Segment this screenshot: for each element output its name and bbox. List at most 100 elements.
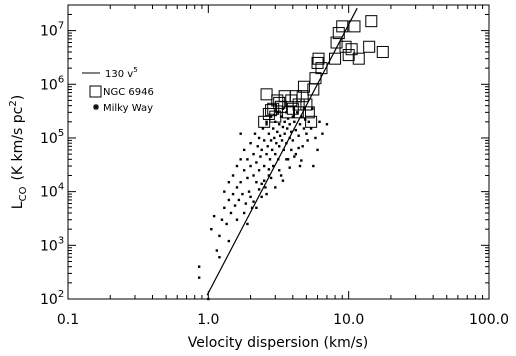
milky-way-point: [269, 115, 273, 118]
milky-way-point: [260, 148, 263, 152]
milky-way-point: [249, 141, 252, 145]
milky-way-point: [275, 141, 278, 145]
milky-way-point: [298, 123, 302, 126]
milky-way-point: [197, 276, 201, 279]
milky-way-point: [300, 115, 303, 118]
milky-way-point: [215, 249, 219, 252]
legend-label-ngc6946: NGC 6946: [103, 87, 154, 98]
milky-way-point: [267, 174, 271, 177]
milky-way-point: [307, 120, 311, 124]
ngc6946-point: [258, 115, 271, 128]
ngc6946-points: [258, 15, 389, 128]
milky-way-point: [246, 158, 249, 161]
y-tick-label: 106: [40, 74, 64, 93]
ngc6946-point: [365, 15, 378, 28]
milky-way-point: [286, 158, 290, 161]
milky-way-point: [237, 198, 241, 202]
x-axis-title: Velocity dispersion (km/s): [188, 335, 368, 351]
milky-way-point: [257, 169, 261, 172]
milky-way-point: [279, 174, 283, 177]
milky-way-point: [249, 195, 252, 199]
milky-way-point: [252, 174, 255, 177]
milky-way-point: [291, 115, 295, 118]
milky-way-point: [281, 179, 285, 182]
milky-way-point: [223, 190, 226, 193]
x-tick-labels: 0.1 1.0 10.0 100.0: [57, 312, 509, 328]
milky-way-point: [281, 125, 285, 129]
milky-way-point: [278, 134, 282, 137]
milky-way-point: [302, 127, 306, 130]
milky-way-point: [278, 123, 281, 126]
milky-way-point: [269, 139, 273, 142]
ngc6946-point: [312, 52, 325, 65]
milky-way-point: [280, 139, 284, 142]
ngc6946-point: [329, 52, 342, 65]
y-tick-label: 104: [40, 182, 64, 201]
milky-way-point: [273, 136, 276, 140]
ngc6946-point: [305, 115, 318, 128]
milky-way-point: [296, 111, 299, 114]
milky-way-point: [267, 168, 271, 171]
milky-way-point: [274, 186, 277, 189]
milky-way-point: [244, 202, 248, 205]
milky-way-point: [260, 195, 263, 199]
milky-way-point: [246, 222, 249, 226]
milky-way-point: [265, 123, 268, 126]
milky-way-point: [242, 169, 246, 172]
milky-way-point: [288, 123, 291, 126]
ngc6946-point: [302, 106, 315, 119]
milky-way-point: [298, 164, 302, 168]
milky-way-point: [247, 190, 251, 193]
milky-way-points: [197, 107, 329, 301]
ngc6946-point: [282, 106, 295, 119]
milky-way-point: [278, 169, 281, 172]
milky-way-point: [220, 218, 224, 221]
milky-way-point: [272, 127, 275, 130]
milky-way-point: [294, 152, 297, 156]
y-tick-label: 107: [40, 21, 64, 40]
ngc6946-point: [336, 20, 349, 33]
milky-way-point: [309, 127, 313, 130]
milky-way-point: [235, 186, 239, 189]
milky-way-point: [288, 166, 291, 169]
milky-way-point: [257, 136, 261, 140]
milky-way-point: [235, 164, 239, 168]
y-tick-label: 102: [40, 289, 64, 308]
milky-way-point: [218, 256, 221, 259]
ngc6946-point: [352, 52, 365, 65]
milky-way-point: [285, 158, 288, 161]
legend-square-symbol: [89, 85, 102, 98]
milky-way-point: [255, 206, 258, 210]
milky-way-point: [293, 155, 296, 158]
milky-way-point: [223, 206, 226, 210]
milky-way-point: [325, 123, 329, 126]
milky-way-point: [291, 139, 295, 142]
milky-way-point: [282, 148, 286, 152]
milky-way-point: [288, 136, 291, 140]
milky-way-point: [318, 120, 321, 124]
milky-way-point: [242, 148, 246, 152]
milky-way-point: [227, 180, 231, 184]
y-axis-title-sup: 2: [8, 100, 19, 106]
milky-way-point: [266, 145, 269, 148]
milky-way-point: [261, 127, 265, 130]
legend: 130 v5 NGC 6946 Milky Way: [82, 66, 154, 114]
ngc6946-point: [292, 98, 305, 111]
milky-way-point: [277, 158, 280, 161]
milky-way-point: [231, 192, 235, 196]
milky-way-point: [290, 130, 293, 134]
milky-way-point: [227, 198, 231, 202]
milky-way-point: [249, 164, 252, 168]
y-axis-title: LCO (K km/s pc2): [8, 95, 29, 209]
y-axis-title-rest: (K km/s pc: [10, 107, 26, 181]
milky-way-point: [293, 120, 296, 124]
milky-way-point: [253, 132, 257, 135]
ngc6946-point: [363, 40, 376, 53]
milky-way-point: [239, 158, 242, 161]
x-tick-label: 1.0: [197, 312, 219, 328]
ngc6946-point: [289, 90, 302, 103]
ngc6946-point: [345, 43, 358, 56]
milky-way-point: [250, 206, 254, 210]
axis-ticks: [67, 4, 490, 300]
ngc6946-point: [330, 36, 343, 49]
